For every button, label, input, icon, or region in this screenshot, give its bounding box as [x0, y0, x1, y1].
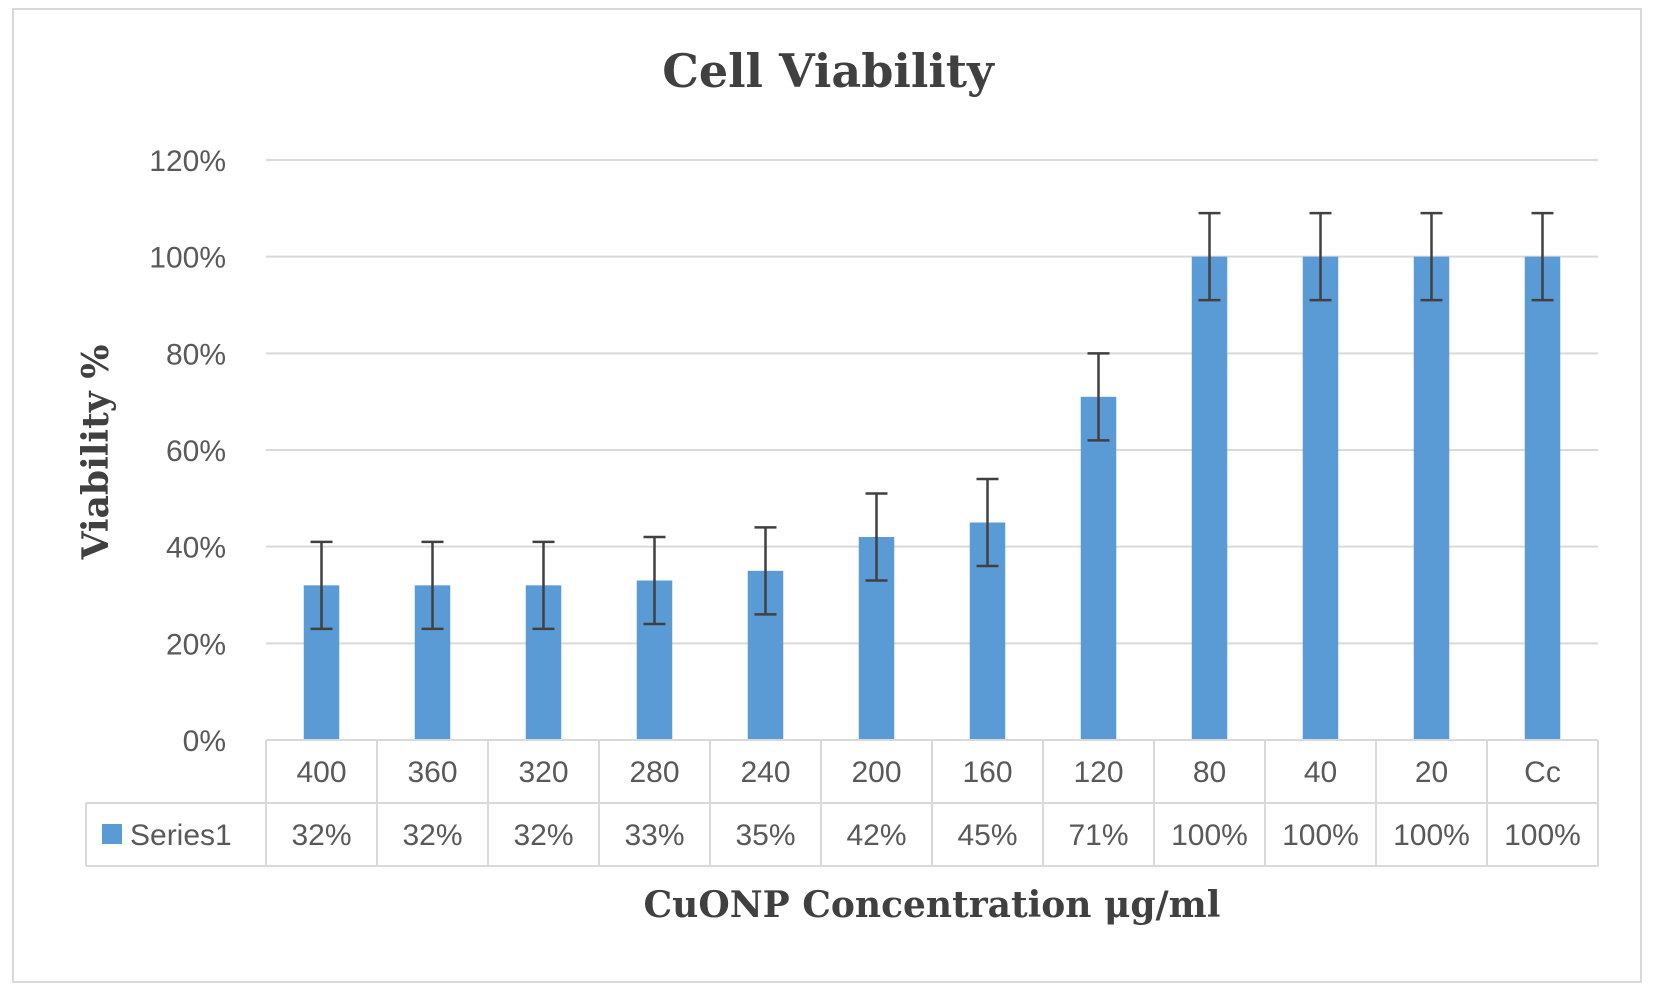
data-label: 32%	[513, 819, 573, 852]
x-tick-label: 80	[1193, 756, 1226, 789]
y-tick-label: 0%	[183, 725, 226, 758]
x-tick-label: Cc	[1524, 756, 1561, 789]
x-tick-label: 200	[851, 756, 901, 789]
x-tick-label: 360	[407, 756, 457, 789]
data-label: 100%	[1393, 819, 1470, 852]
data-label: 35%	[735, 819, 795, 852]
data-label: 32%	[291, 819, 351, 852]
y-tick-label: 80%	[166, 338, 226, 371]
x-tick-label: 280	[629, 756, 679, 789]
x-tick-label: 160	[962, 756, 1012, 789]
x-tick-label: 240	[740, 756, 790, 789]
data-label: 32%	[402, 819, 462, 852]
legend-swatch	[102, 824, 122, 844]
chart-frame	[12, 8, 1642, 983]
data-label: 100%	[1504, 819, 1581, 852]
x-tick-label: 400	[296, 756, 346, 789]
y-tick-label: 120%	[149, 145, 226, 178]
data-label: 33%	[624, 819, 684, 852]
x-tick-label: 40	[1304, 756, 1337, 789]
data-label: 100%	[1171, 819, 1248, 852]
y-tick-label: 20%	[166, 628, 226, 661]
x-tick-label: 20	[1415, 756, 1448, 789]
y-axis-title: Viability %	[75, 345, 117, 561]
bar	[1302, 256, 1339, 740]
data-label: 45%	[957, 819, 1017, 852]
y-axis-ticks: 0% 20% 40% 60% 80% 100% 120%	[149, 145, 226, 758]
gridlines	[266, 159, 1598, 645]
y-tick-label: 60%	[166, 435, 226, 468]
x-tick-label: 320	[518, 756, 568, 789]
data-table: 400 32% 360 32% 320 32% 280 33% 240 35% 200 42% 160 4…	[85, 739, 1599, 867]
bars	[303, 256, 1561, 740]
data-label: 100%	[1282, 819, 1359, 852]
data-label: 71%	[1068, 819, 1128, 852]
data-label: 42%	[846, 819, 906, 852]
bar	[1080, 396, 1117, 740]
y-tick-label: 100%	[149, 242, 226, 275]
bar	[1524, 256, 1561, 740]
chart-title: Cell Viability	[662, 44, 995, 98]
x-axis-title: CuONP Concentration μg/ml	[644, 884, 1221, 926]
error-bars	[310, 211, 1554, 631]
legend-label: Series1	[130, 819, 232, 852]
x-tick-label: 120	[1073, 756, 1123, 789]
y-tick-label: 40%	[166, 532, 226, 565]
bar	[1191, 256, 1228, 740]
bar	[1413, 256, 1450, 740]
